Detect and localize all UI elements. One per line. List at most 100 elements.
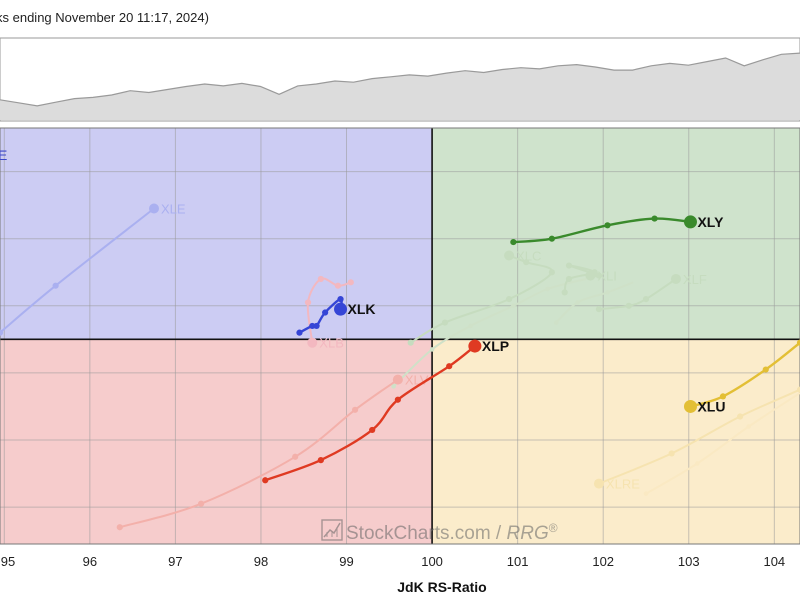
ghost-point xyxy=(553,320,559,325)
series-trails: XLE XLB XLC XLI XLF XLV XLRE XLK XLY XLP XLU xyxy=(0,202,800,531)
trail-point[interactable] xyxy=(625,302,632,309)
trail-point[interactable] xyxy=(52,282,59,289)
quadrant-lagging xyxy=(0,339,433,544)
series-xlk: XLK xyxy=(296,295,376,336)
trail-head[interactable] xyxy=(670,273,681,284)
series-label: XLRE xyxy=(606,477,640,492)
trail-point[interactable] xyxy=(510,238,517,246)
trail-point[interactable] xyxy=(337,295,344,303)
trail-point[interactable] xyxy=(407,339,414,346)
ghost-point xyxy=(695,461,700,466)
trail-point[interactable] xyxy=(642,295,650,303)
trail-head[interactable] xyxy=(504,250,515,261)
trail-point[interactable] xyxy=(737,413,744,420)
watermark: StockCharts.com / RRG® xyxy=(321,519,558,544)
trail-point[interactable] xyxy=(322,309,329,316)
watermark-separator: / xyxy=(491,523,507,544)
trail-point[interactable] xyxy=(548,235,555,242)
trail-point[interactable] xyxy=(561,289,568,296)
trail-point[interactable] xyxy=(762,366,769,373)
ghost-point xyxy=(545,286,550,292)
x-tick-label: 101 xyxy=(507,554,529,569)
ghost-trail xyxy=(645,392,800,495)
trail-point[interactable] xyxy=(595,306,603,313)
trail-head[interactable] xyxy=(307,337,318,348)
x-tick-label: 97 xyxy=(168,554,182,569)
series-xlu: XLU xyxy=(683,339,800,414)
series-label: XLE xyxy=(161,202,186,217)
trail-point[interactable] xyxy=(347,279,354,286)
trail-point[interactable] xyxy=(0,329,4,336)
watermark-reg: ® xyxy=(549,521,558,535)
quadrant-improving xyxy=(0,128,433,340)
watermark-brand: StockCharts.com / RRG® xyxy=(346,521,558,544)
trail-point[interactable] xyxy=(304,299,312,306)
series-xlf: XLF xyxy=(595,272,707,313)
ghost-point xyxy=(575,300,580,305)
trail-point[interactable] xyxy=(796,386,800,393)
trail-point[interactable] xyxy=(351,406,359,413)
plot-area: E StockCharts.com / RRG® XLE XLB XLC XLI XLF… xyxy=(0,127,800,545)
stockcharts-logo-icon xyxy=(321,519,343,541)
trail-point[interactable] xyxy=(369,426,376,434)
x-tick-label: 102 xyxy=(592,554,614,569)
trail-head[interactable] xyxy=(334,302,348,316)
trail-point[interactable] xyxy=(651,215,658,222)
trail-line xyxy=(118,378,399,529)
series-label: XLC xyxy=(516,248,541,263)
trail-head[interactable] xyxy=(468,339,482,353)
ghost-point xyxy=(391,384,396,389)
trail-point[interactable] xyxy=(565,262,573,269)
series-xlre: XLRE xyxy=(593,386,800,492)
trail-head[interactable] xyxy=(392,374,403,385)
trail-point[interactable] xyxy=(394,396,401,403)
trail-point[interactable] xyxy=(313,322,320,330)
series-label: XLI xyxy=(597,269,617,284)
grid-lines xyxy=(0,128,800,544)
ghost-point xyxy=(605,290,610,295)
trail-point[interactable] xyxy=(317,275,324,283)
trail-point[interactable] xyxy=(292,453,299,460)
trail-point[interactable] xyxy=(548,269,555,276)
ghost-trail xyxy=(392,278,587,388)
x-tick-label: 100 xyxy=(421,554,443,569)
trail-point[interactable] xyxy=(446,363,453,370)
ghost-point xyxy=(746,424,751,429)
trail-point[interactable] xyxy=(296,329,303,336)
watermark-brand-text: StockCharts.com xyxy=(346,523,491,544)
trail-point[interactable] xyxy=(197,500,205,507)
trail-head[interactable] xyxy=(683,399,697,413)
strip-area xyxy=(0,53,800,120)
trail-head[interactable] xyxy=(585,270,596,281)
trail-point[interactable] xyxy=(523,259,530,266)
trail-line xyxy=(597,278,677,311)
ghost-trails xyxy=(391,278,800,496)
improving-label-fragment: E xyxy=(0,147,7,163)
series-label: XLF xyxy=(683,272,707,287)
trail-point[interactable] xyxy=(565,275,573,283)
trail-head[interactable] xyxy=(593,478,604,489)
trail-point[interactable] xyxy=(116,524,123,531)
watermark-product: RRG xyxy=(507,523,549,544)
x-tick-label: 98 xyxy=(254,554,268,569)
trail-line xyxy=(597,388,800,485)
x-tick-label: 103 xyxy=(678,554,700,569)
trail-point[interactable] xyxy=(595,272,603,279)
trail-head[interactable] xyxy=(149,203,160,214)
strip-line xyxy=(0,52,800,107)
trail-point[interactable] xyxy=(309,322,316,330)
trail-point[interactable] xyxy=(604,222,611,229)
trail-point[interactable] xyxy=(262,477,269,484)
plot-frame xyxy=(0,127,800,545)
relative-price-strip xyxy=(0,37,800,122)
trail-point[interactable] xyxy=(505,295,513,303)
trail-point[interactable] xyxy=(719,393,727,400)
trail-head[interactable] xyxy=(683,215,697,229)
trail-point[interactable] xyxy=(668,450,675,457)
trail-point[interactable] xyxy=(441,319,449,326)
trail-point[interactable] xyxy=(317,457,324,464)
series-xly: XLY xyxy=(510,214,724,246)
trail-point[interactable] xyxy=(334,282,342,289)
trail-point[interactable] xyxy=(796,339,800,346)
